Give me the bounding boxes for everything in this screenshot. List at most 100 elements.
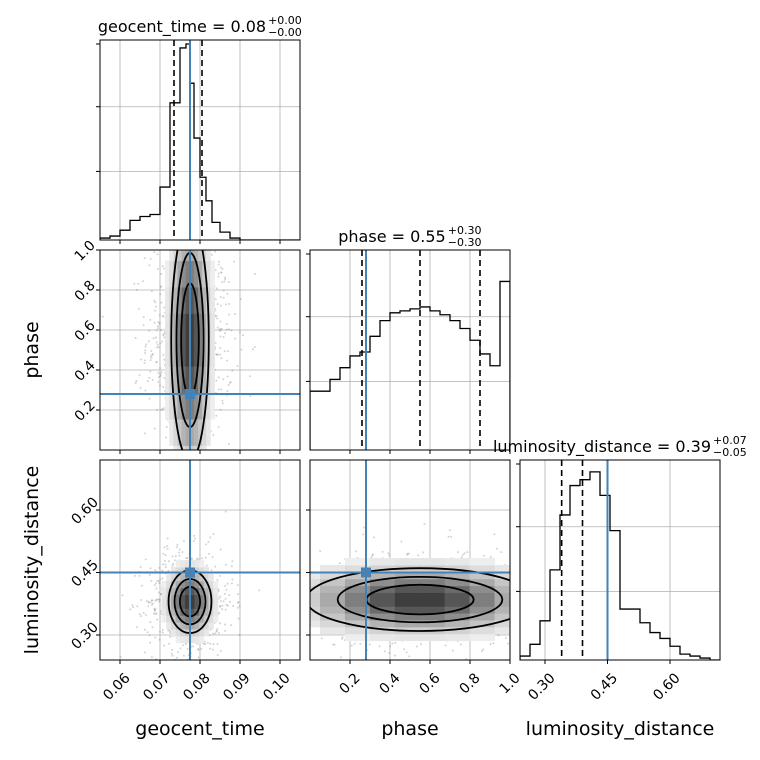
sample-point xyxy=(230,624,233,627)
sample-point xyxy=(236,241,238,243)
sample-point xyxy=(214,632,217,635)
sample-point xyxy=(237,601,240,604)
sample-point xyxy=(422,551,425,554)
density-block xyxy=(270,592,295,599)
density-block xyxy=(444,619,471,628)
sample-point xyxy=(133,574,136,577)
sample-point xyxy=(228,594,231,597)
density-block xyxy=(175,622,181,630)
sample-point xyxy=(387,552,390,555)
sample-point xyxy=(136,605,139,608)
density-block xyxy=(469,564,496,573)
sample-point xyxy=(491,663,493,665)
density-block xyxy=(394,613,421,621)
density-block xyxy=(175,608,181,616)
sample-point xyxy=(193,537,196,540)
sample-point xyxy=(158,638,161,641)
density-block xyxy=(202,445,207,450)
truth-marker xyxy=(185,389,195,399)
sample-point xyxy=(147,601,150,604)
sample-point xyxy=(150,604,153,607)
density-block xyxy=(544,606,569,613)
sample-point xyxy=(207,540,210,543)
sample-point xyxy=(222,289,225,292)
density-block xyxy=(194,635,200,644)
density-block xyxy=(194,560,200,568)
sample-point xyxy=(176,651,179,654)
sample-point xyxy=(163,358,166,361)
density-block xyxy=(189,594,195,602)
sample-point xyxy=(156,267,159,270)
density-block xyxy=(194,594,200,602)
sample-point xyxy=(195,662,197,664)
density-block xyxy=(181,339,187,367)
sample-point xyxy=(362,533,365,536)
density-block xyxy=(173,392,178,420)
density-block xyxy=(369,613,396,621)
density-block xyxy=(519,579,544,586)
sample-point xyxy=(204,556,207,559)
density-block xyxy=(469,585,496,593)
sample-point xyxy=(219,548,222,551)
density-block xyxy=(177,208,182,235)
sample-point xyxy=(162,407,165,410)
density-block xyxy=(444,564,471,573)
sample-point xyxy=(500,551,503,554)
sample-point xyxy=(174,555,177,558)
density-block xyxy=(544,592,569,599)
title-plus: +0.00 xyxy=(268,14,302,27)
sample-point xyxy=(212,648,215,651)
sample-point xyxy=(215,630,218,633)
sample-point xyxy=(161,314,164,317)
sample-point xyxy=(153,609,156,612)
density-block xyxy=(199,587,205,596)
sample-point xyxy=(219,295,222,298)
sample-point xyxy=(221,402,224,405)
sample-point xyxy=(197,648,200,651)
density-block xyxy=(202,366,207,394)
sample-point xyxy=(238,331,241,334)
sample-point xyxy=(332,643,335,646)
density-block xyxy=(173,445,178,450)
sample-point xyxy=(160,371,163,374)
density-block xyxy=(369,592,396,600)
sample-point xyxy=(225,328,228,331)
sample-point xyxy=(242,334,245,337)
density-block xyxy=(394,592,421,600)
sample-point xyxy=(219,266,222,269)
panel-content xyxy=(520,460,720,660)
density-block xyxy=(197,445,203,450)
sample-point xyxy=(162,353,165,356)
density-block xyxy=(320,571,346,580)
sample-point xyxy=(155,612,158,615)
sample-point xyxy=(225,563,228,566)
sample-point xyxy=(148,633,151,636)
density-block xyxy=(394,558,421,566)
sample-point xyxy=(149,359,152,362)
density-block xyxy=(197,366,203,394)
sample-point xyxy=(186,647,189,650)
density-block xyxy=(199,622,205,630)
sample-point xyxy=(216,317,219,320)
sample-point xyxy=(219,408,222,411)
sample-point xyxy=(158,375,161,378)
sample-point xyxy=(175,656,178,659)
sample-point xyxy=(158,366,161,369)
density-block xyxy=(170,601,177,609)
sample-point xyxy=(159,286,162,289)
density-block xyxy=(494,578,510,587)
sample-point xyxy=(223,593,226,596)
sample-point xyxy=(456,551,459,554)
density-block xyxy=(175,615,181,623)
sample-point xyxy=(459,643,462,646)
density-block xyxy=(469,606,496,614)
density-block xyxy=(194,472,199,499)
sample-point xyxy=(408,655,411,658)
density-block xyxy=(169,260,174,288)
density-block xyxy=(208,573,214,582)
sample-point xyxy=(138,374,141,377)
sample-point xyxy=(227,443,230,446)
sample-point xyxy=(333,643,336,646)
sample-point xyxy=(133,282,136,285)
density-block xyxy=(194,580,200,589)
